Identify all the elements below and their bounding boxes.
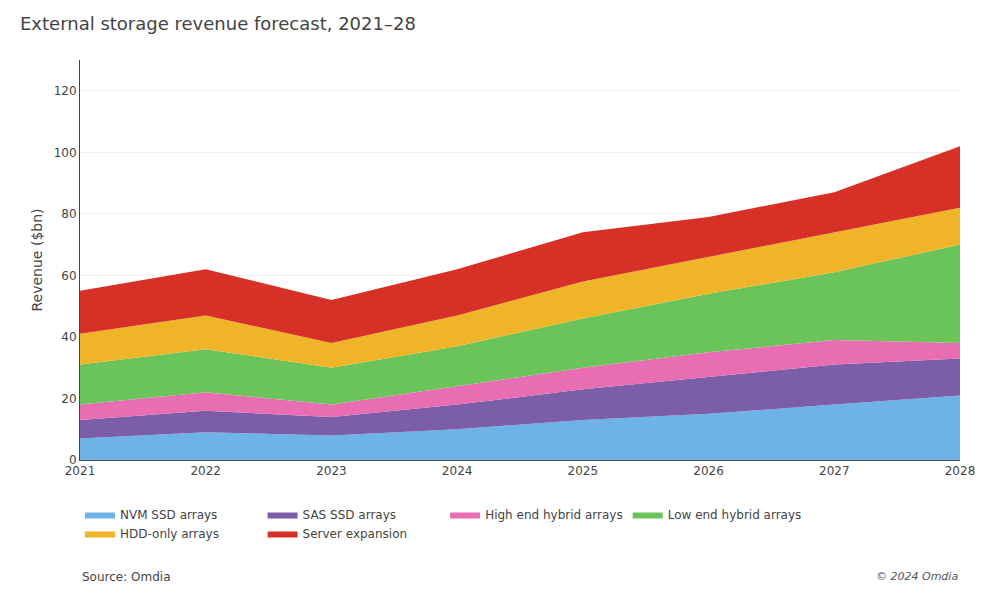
- svg-text:2027: 2027: [819, 464, 850, 478]
- svg-text:2023: 2023: [316, 464, 347, 478]
- svg-text:2024: 2024: [442, 464, 473, 478]
- svg-text:High end hybrid arrays: High end hybrid arrays: [485, 508, 623, 522]
- svg-text:Server expansion: Server expansion: [303, 527, 408, 541]
- svg-text:Revenue ($bn): Revenue ($bn): [29, 208, 45, 311]
- svg-text:Low end hybrid arrays: Low end hybrid arrays: [668, 508, 802, 522]
- svg-text:80: 80: [61, 207, 76, 221]
- svg-text:0: 0: [69, 453, 77, 467]
- svg-text:20: 20: [61, 392, 76, 406]
- svg-text:2028: 2028: [945, 464, 976, 478]
- svg-text:SAS SSD arrays: SAS SSD arrays: [303, 508, 397, 522]
- svg-text:2025: 2025: [568, 464, 599, 478]
- svg-text:External storage revenue forec: External storage revenue forecast, 2021–…: [20, 13, 416, 34]
- svg-text:100: 100: [54, 146, 77, 160]
- svg-text:Source: Omdia: Source: Omdia: [82, 570, 171, 584]
- svg-text:2022: 2022: [190, 464, 221, 478]
- svg-text:60: 60: [61, 269, 76, 283]
- svg-text:© 2024 Omdia: © 2024 Omdia: [876, 570, 958, 583]
- svg-text:40: 40: [61, 330, 76, 344]
- svg-text:2026: 2026: [693, 464, 724, 478]
- svg-text:HDD-only arrays: HDD-only arrays: [120, 527, 219, 541]
- svg-text:2021: 2021: [65, 464, 96, 478]
- svg-text:NVM SSD arrays: NVM SSD arrays: [120, 508, 217, 522]
- svg-text:120: 120: [54, 84, 77, 98]
